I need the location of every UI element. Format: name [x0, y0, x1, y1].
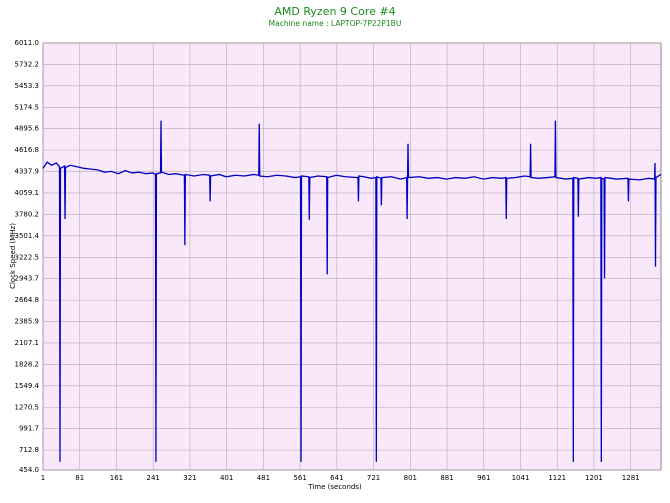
y-tick-label: 991.7	[19, 425, 39, 433]
x-tick-label: 1201	[585, 474, 603, 482]
y-tick-label: 2107.1	[15, 339, 40, 347]
x-tick-label: 481	[257, 474, 270, 482]
x-tick-label: 81	[75, 474, 84, 482]
y-tick-label: 5453.3	[15, 82, 40, 90]
y-tick-label: 4059.1	[15, 189, 40, 197]
x-tick-label: 1041	[512, 474, 530, 482]
chart-subtitle: Machine name : LAPTOP-7P22P1BU	[269, 19, 402, 28]
x-tick-label: 1121	[548, 474, 566, 482]
y-tick-label: 1549.4	[15, 382, 40, 390]
x-tick-label: 961	[477, 474, 490, 482]
y-tick-label: 2385.9	[15, 318, 40, 326]
x-tick-label: 641	[330, 474, 343, 482]
y-tick-label: 2664.8	[15, 296, 40, 304]
x-tick-label: 561	[293, 474, 306, 482]
x-tick-label: 161	[110, 474, 123, 482]
chart-title: AMD Ryzen 9 Core #4	[274, 5, 395, 18]
plot-area	[42, 42, 662, 471]
x-tick-label: 881	[440, 474, 453, 482]
y-tick-label: 5732.2	[15, 60, 40, 68]
x-axis-label: Time (seconds)	[307, 483, 362, 491]
y-tick-label: 3780.2	[15, 210, 40, 218]
data-line	[42, 120, 662, 462]
y-tick-label: 3501.4	[15, 232, 40, 240]
y-tick-label: 454.0	[19, 466, 39, 474]
x-tick-label: 1281	[622, 474, 640, 482]
y-tick-label: 712.8	[19, 446, 39, 454]
y-tick-label: 5174.5	[15, 103, 40, 111]
x-tick-label: 1	[41, 474, 45, 482]
y-tick-label: 4616.8	[15, 146, 40, 154]
y-tick-label: 4895.6	[15, 125, 40, 133]
y-tick-label: 1270.5	[15, 403, 40, 411]
x-tick-label: 721	[367, 474, 380, 482]
x-tick-label: 401	[220, 474, 233, 482]
y-tick-label: 2943.7	[15, 275, 40, 283]
y-tick-label: 3222.5	[15, 253, 40, 261]
x-tick-label: 241	[147, 474, 160, 482]
x-tick-label: 321	[183, 474, 196, 482]
y-tick-label: 4337.9	[15, 168, 40, 176]
y-tick-label: 1828.2	[15, 360, 40, 368]
y-tick-label: 6011.0	[15, 39, 40, 47]
x-tick-label: 801	[404, 474, 417, 482]
y-axis-label: Clock Speed (MHz)	[9, 223, 17, 289]
